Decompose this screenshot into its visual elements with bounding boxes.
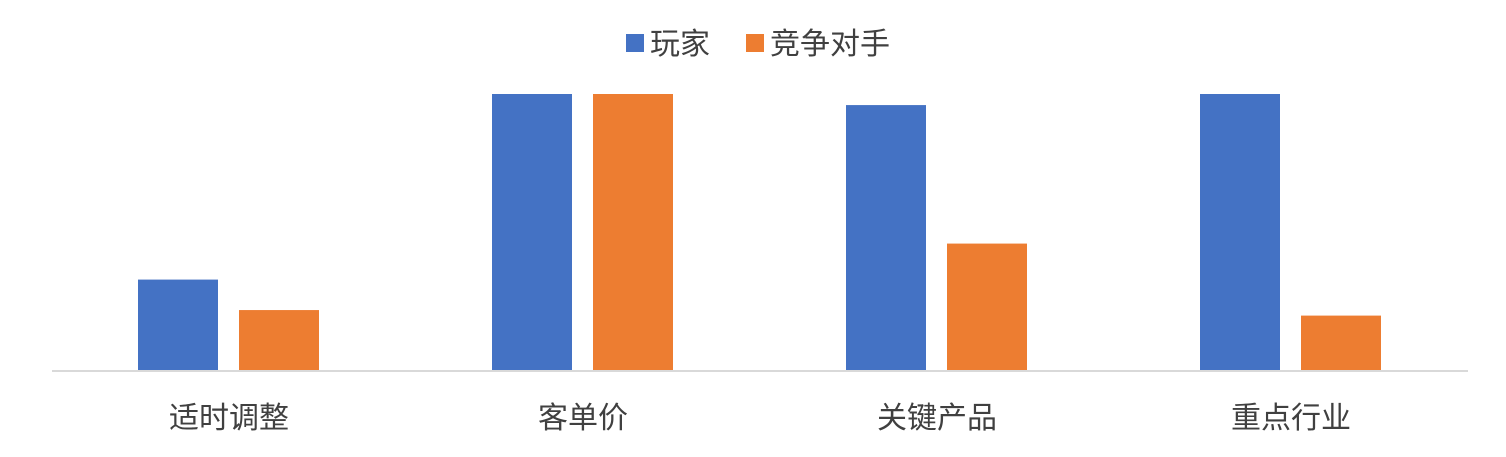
- plot-area: [138, 94, 1381, 371]
- x-axis-tick-labels: 适时调整 客单价 关键产品 重点行业: [169, 401, 1351, 436]
- bar-1-3: [846, 105, 926, 371]
- x-tick-label: 重点行业: [1231, 401, 1351, 436]
- legend-swatch-2: [746, 34, 764, 52]
- bar-2-3: [947, 243, 1027, 371]
- x-tick-label: 客单价: [538, 401, 628, 436]
- x-tick-label: 关键产品: [877, 401, 997, 436]
- legend-label-2: 竞争对手: [770, 27, 890, 62]
- bar-1-4: [1200, 94, 1280, 371]
- bar-2-1: [239, 310, 319, 371]
- bar-1-1: [138, 279, 218, 371]
- legend-label-1: 玩家: [650, 27, 710, 62]
- legend-swatch-1: [626, 34, 644, 52]
- legend: 玩家 竞争对手: [626, 27, 890, 62]
- bar-1-2: [492, 94, 572, 371]
- bar-2-4: [1301, 315, 1381, 371]
- bar-2-2: [593, 94, 673, 371]
- x-tick-label: 适时调整: [169, 401, 289, 436]
